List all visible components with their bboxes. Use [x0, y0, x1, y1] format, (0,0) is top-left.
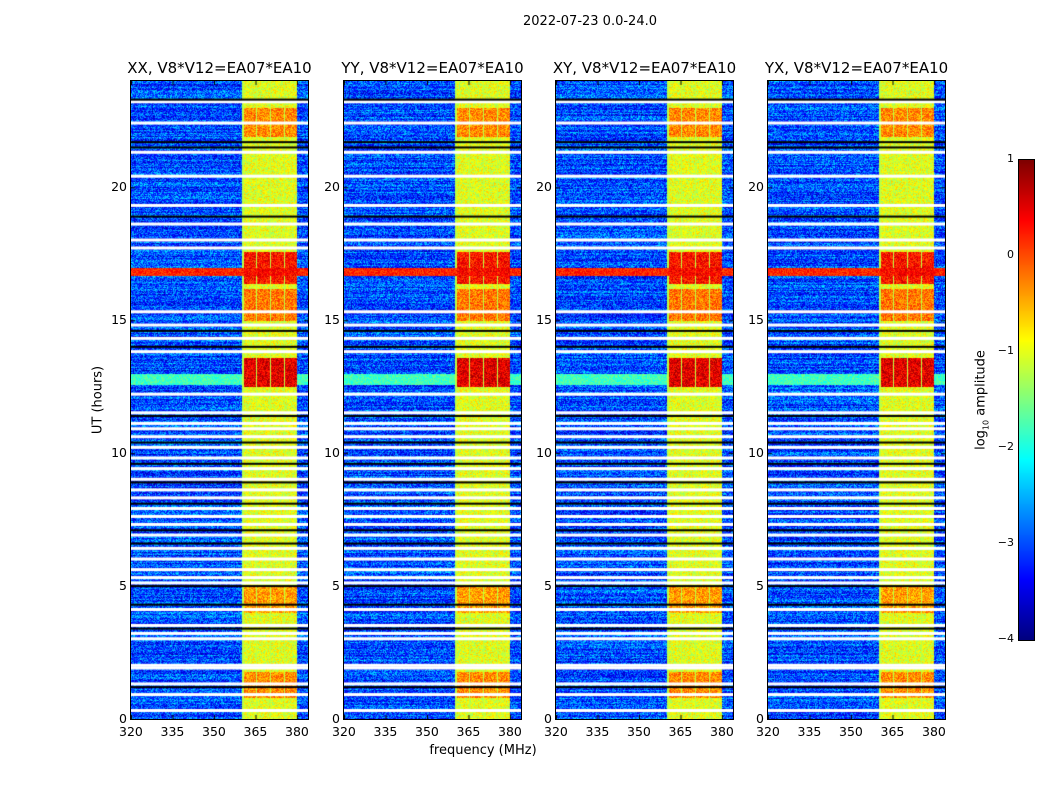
y-tick-label: 0	[756, 711, 764, 726]
x-tick-label: 365	[456, 724, 481, 739]
x-tick-label: 335	[160, 724, 185, 739]
x-tick-label: 320	[119, 724, 143, 739]
y-axis-label: UT (hours)	[90, 365, 106, 435]
y-tick-label: 15	[324, 312, 340, 328]
colorbar-tick-label: 0	[1007, 248, 1014, 261]
x-tick-label: 335	[373, 724, 398, 739]
x-tick-label: 365	[243, 724, 268, 739]
x-tick-label: 335	[797, 724, 822, 739]
y-tick-label: 10	[324, 445, 340, 461]
x-tick-label: 350	[202, 724, 226, 739]
waterfall-panel-3	[767, 80, 946, 720]
y-tick-label: 5	[332, 578, 340, 594]
y-tick-label: 15	[111, 312, 127, 328]
figure-title: 2022-07-23 0.0-24.0	[523, 14, 657, 29]
x-tick-label: 320	[544, 724, 568, 739]
x-tick-label: 320	[332, 724, 356, 739]
x-tick-label: 335	[585, 724, 610, 739]
waterfall-panel-2	[555, 80, 734, 720]
y-tick-label: 5	[544, 578, 552, 594]
x-tick-label: 380	[498, 724, 522, 739]
panel-title: XX, V8*V12=EA07*EA10	[127, 59, 312, 77]
x-tick-label: 380	[922, 724, 946, 739]
panel-title: YX, V8*V12=EA07*EA10	[764, 59, 949, 77]
colorbar	[1018, 159, 1035, 641]
y-tick-label: 15	[536, 312, 552, 328]
y-tick-label: 15	[748, 312, 764, 328]
x-tick-label: 380	[285, 724, 309, 739]
colorbar-tick-label: −2	[997, 440, 1014, 453]
y-tick-label: 0	[119, 711, 127, 726]
waterfall-panel-0	[130, 80, 309, 720]
x-axis-label: frequency (MHz)	[429, 743, 537, 758]
x-tick-label: 365	[880, 724, 905, 739]
y-tick-label: 0	[332, 711, 340, 726]
x-tick-label: 350	[415, 724, 439, 739]
x-tick-label: 365	[668, 724, 693, 739]
panel-title: XY, V8*V12=EA07*EA10	[552, 59, 737, 77]
x-tick-label: 320	[756, 724, 780, 739]
x-tick-label: 350	[627, 724, 651, 739]
colorbar-tick-label: −1	[997, 344, 1014, 357]
waterfall-panel-1	[343, 80, 522, 720]
y-tick-label: 20	[111, 179, 127, 195]
y-tick-label: 20	[536, 179, 552, 195]
y-tick-label: 10	[536, 445, 552, 461]
y-tick-label: 10	[111, 445, 127, 461]
y-tick-label: 20	[324, 179, 340, 195]
y-tick-label: 0	[544, 711, 552, 726]
colorbar-tick-label: −3	[997, 536, 1014, 549]
y-tick-label: 5	[756, 578, 764, 594]
y-tick-label: 5	[119, 578, 127, 594]
panel-title: YY, V8*V12=EA07*EA10	[341, 59, 524, 77]
x-tick-label: 380	[710, 724, 734, 739]
colorbar-label: log10 amplitude	[973, 350, 991, 450]
colorbar-tick-label: −4	[997, 632, 1014, 645]
colorbar-tick-label: 1	[1007, 152, 1014, 165]
y-tick-label: 10	[748, 445, 764, 461]
x-tick-label: 350	[839, 724, 863, 739]
y-tick-label: 20	[748, 179, 764, 195]
